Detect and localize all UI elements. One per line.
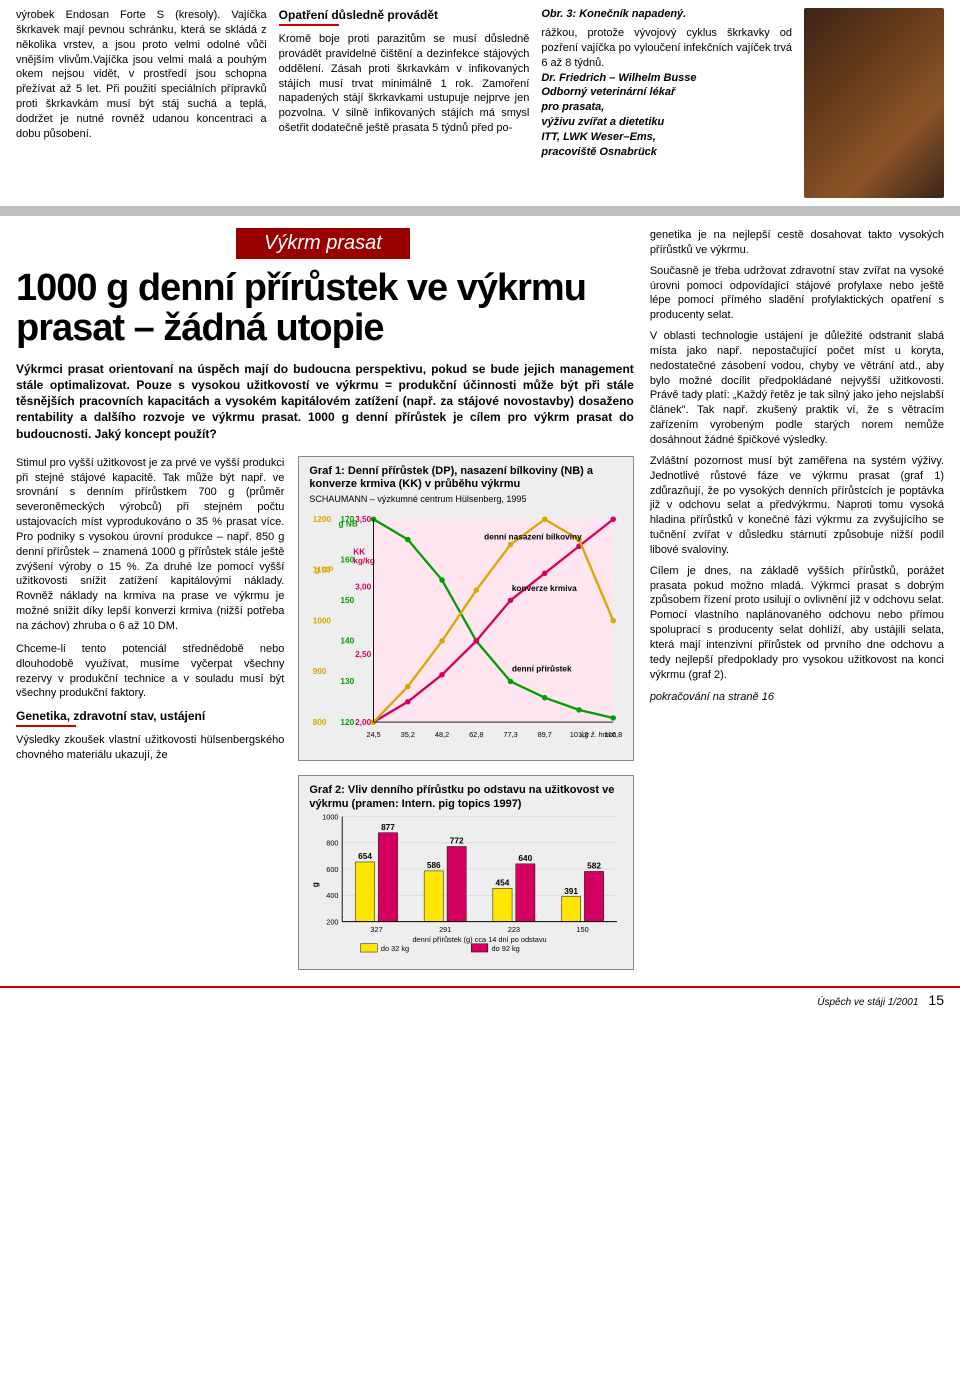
svg-text:kg/kg: kg/kg: [354, 556, 376, 566]
svg-text:391: 391: [565, 886, 579, 896]
svg-text:77,3: 77,3: [504, 730, 518, 739]
svg-text:200: 200: [327, 918, 339, 927]
figure-image: [804, 8, 944, 198]
svg-text:3,00: 3,00: [355, 582, 372, 592]
chart1-box: Graf 1: Denní přírůstek (DP), nasazení b…: [298, 456, 633, 761]
chart1-title: Denní přírůstek (DP), nasazení bílkoviny…: [309, 465, 593, 491]
footer-red-line: [0, 986, 960, 988]
svg-text:62,8: 62,8: [469, 730, 483, 739]
svg-text:400: 400: [327, 892, 339, 901]
svg-text:kg ž. hmot.: kg ž. hmot.: [581, 730, 617, 739]
svg-text:772: 772: [450, 836, 464, 846]
svg-text:150: 150: [577, 925, 589, 934]
svg-text:160: 160: [341, 555, 355, 565]
svg-text:170: 170: [341, 514, 355, 524]
top-col1-text: výrobek Endosan Forte S (kresoly). Vajíč…: [16, 8, 267, 142]
svg-text:do 32 kg: do 32 kg: [381, 945, 409, 954]
right-p4: Zvláštní pozornost musí být zaměřena na …: [650, 454, 944, 558]
svg-text:800: 800: [327, 839, 339, 848]
right-p5: Cílem je dnes, na základě vyšších přírůs…: [650, 564, 944, 683]
section-tag: Výkrm prasat: [236, 228, 410, 259]
chart2-svg: 200 400 600 800 1000 g 654 877 327 586 772 291 454 64…: [309, 811, 622, 959]
svg-text:586: 586: [427, 861, 441, 871]
svg-text:140: 140: [341, 636, 355, 646]
svg-text:223: 223: [508, 925, 520, 934]
lead-paragraph: Výkrmci prasat orientovaní na úspěch maj…: [16, 361, 634, 442]
continuation: pokračování na straně 16: [650, 690, 944, 705]
svg-text:24,5: 24,5: [367, 730, 381, 739]
top-col3-text: rážkou, protože vývojový cyklus škrkavky…: [541, 26, 792, 71]
svg-text:89,7: 89,7: [538, 730, 552, 739]
svg-text:1000: 1000: [313, 616, 332, 626]
chart1-svg: g NBg DPKKkg/kg1201301401501601708009001…: [309, 510, 622, 750]
body-h2: Genetika, zdravotní stav, ustájení: [16, 709, 284, 723]
chart2-label: Graf 2:: [309, 784, 344, 796]
svg-text:denní přírůstek (g) cca 14 dní: denní přírůstek (g) cca 14 dní po odstav…: [413, 935, 547, 944]
svg-text:g: g: [311, 883, 321, 888]
grey-divider: [0, 206, 960, 216]
footer-magazine: Úspěch ve stáji 1/2001: [817, 997, 918, 1008]
right-p1: genetika je na nejlepší cestě dosahovat …: [650, 228, 944, 258]
svg-text:1000: 1000: [322, 813, 338, 822]
svg-text:800: 800: [313, 717, 327, 727]
svg-text:582: 582: [587, 861, 601, 871]
svg-text:640: 640: [519, 853, 533, 863]
body-p3: Výsledky zkoušek vlastní užitkovosti hül…: [16, 733, 284, 763]
svg-text:150: 150: [341, 595, 355, 605]
svg-text:877: 877: [381, 822, 395, 832]
svg-text:2,50: 2,50: [355, 649, 372, 659]
svg-text:120: 120: [341, 717, 355, 727]
svg-text:do 92 kg: do 92 kg: [492, 945, 520, 954]
svg-text:denní přírůstek: denní přírůstek: [512, 664, 572, 674]
svg-text:327: 327: [371, 925, 383, 934]
red-underline: [279, 24, 339, 26]
svg-text:654: 654: [359, 852, 373, 862]
chart2-title: Vliv denního přírůstku po odstavu na uži…: [309, 784, 614, 810]
figure-caption: Obr. 3: Konečník napadený.: [541, 8, 792, 20]
svg-text:1200: 1200: [313, 514, 332, 524]
top-col2-head: Opatření důsledně provádět: [279, 8, 530, 22]
svg-text:2,00: 2,00: [355, 717, 372, 727]
footer-page: 15: [928, 992, 944, 1008]
svg-text:35,2: 35,2: [401, 730, 415, 739]
chart2-box: Graf 2: Vliv denního přírůstku po odstav…: [298, 775, 633, 970]
chart1-source: SCHAUMANN – výzkumné centrum Hülsenberg,…: [309, 494, 622, 504]
svg-text:48,2: 48,2: [435, 730, 449, 739]
right-p2: Současně je třeba udržovat zdravotní sta…: [650, 264, 944, 323]
top-col2-text: Kromě boje proti parazitům se musí důsle…: [279, 32, 530, 136]
svg-text:konverze krmiva: konverze krmiva: [512, 583, 577, 593]
svg-text:291: 291: [439, 925, 451, 934]
author-block: Dr. Friedrich – Wilhelm BusseOdborný vet…: [541, 71, 792, 160]
svg-text:1100: 1100: [313, 565, 331, 575]
svg-text:900: 900: [313, 666, 327, 676]
body-p1: Stimul pro vyšší užitkovost je za prvé v…: [16, 456, 284, 634]
chart1-label: Graf 1:: [309, 465, 344, 477]
body-p2: Chceme-li tento potenciál střednědobě ne…: [16, 642, 284, 701]
headline: 1000 g denní přírůstek ve výkrmu prasat …: [16, 269, 634, 349]
svg-text:denní nasazení bílkoviny: denní nasazení bílkoviny: [485, 532, 583, 542]
svg-text:130: 130: [341, 676, 355, 686]
red-underline-2: [16, 725, 76, 727]
svg-text:454: 454: [496, 878, 510, 888]
svg-text:3,50: 3,50: [355, 514, 372, 524]
svg-text:600: 600: [327, 865, 339, 874]
right-p3: V oblasti technologie ustájení je důleži…: [650, 329, 944, 448]
